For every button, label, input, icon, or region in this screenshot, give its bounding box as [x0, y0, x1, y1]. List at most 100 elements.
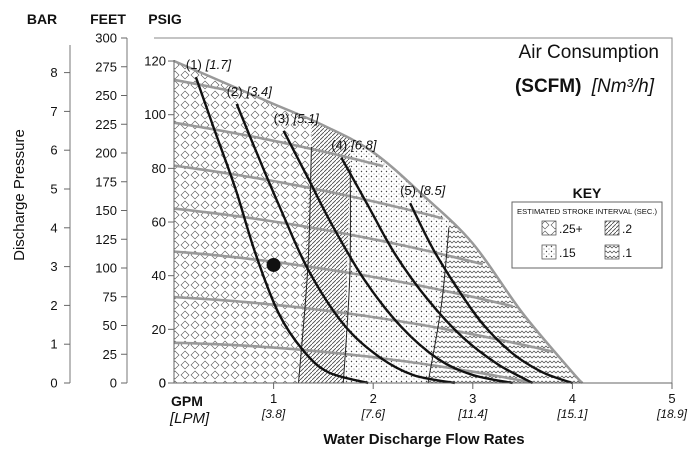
feet-tick-label: 175	[95, 174, 117, 189]
air-curve-label-nm3: [8.5]	[419, 183, 446, 198]
bar-axis-ticks: 0 1 2 3 4 5 6 7 8	[50, 65, 70, 391]
air-curve-label-2: (2) [3.4]	[227, 84, 273, 99]
x-tick-label: 4	[569, 391, 576, 406]
air-curve-5	[409, 202, 573, 385]
feet-tick-label: 200	[95, 146, 117, 161]
pressure-curve-2	[173, 121, 384, 168]
psig-tick-label: 0	[159, 376, 166, 391]
band-0-15-sec	[343, 61, 449, 383]
key-swatch-diagonal	[604, 220, 620, 236]
psig-tick-label: 120	[144, 54, 166, 69]
stroke-dividers	[298, 146, 450, 384]
bar-tick-label: 4	[50, 220, 57, 235]
chart-title: Air Consumption	[519, 42, 659, 63]
x-axis-title: Water Discharge Flow Rates	[323, 431, 524, 448]
bar-axis-header: BAR	[27, 11, 57, 27]
key-label-15: .15	[559, 246, 576, 260]
feet-tick-label: 150	[95, 203, 117, 218]
band-0-2-sec	[298, 61, 351, 383]
x-tick-sublabel: [15.1]	[556, 407, 588, 421]
x-tick-label: 2	[370, 391, 377, 406]
air-curve-label-num: (4)	[331, 138, 347, 153]
feet-axis-ticks: 0 25 50 75 100 125 150 175 200 225 250 275 300	[95, 31, 127, 391]
air-curve-label-nm3: [1.7]	[205, 57, 232, 72]
key-label-1: .1	[622, 246, 632, 260]
x-tick-sublabel: [11.4]	[457, 407, 488, 421]
bar-tick-label: 7	[50, 104, 57, 119]
stroke-divider-3	[427, 227, 450, 384]
feet-tick-label: 225	[95, 117, 117, 132]
air-curve-label-nm3: [3.4]	[246, 84, 273, 99]
chart-subtitle-italic: [Nm³/h]	[591, 76, 655, 97]
psig-tick-label: 60	[152, 215, 166, 230]
x-axis-ticks: 0 1[3.8] 2[7.6] 3[11.4] 4[15.1] 5[18.9]	[159, 376, 688, 422]
bar-tick-label: 3	[50, 259, 57, 274]
pressure-curve-3	[173, 164, 444, 220]
bar-tick-label: 2	[50, 298, 57, 313]
chart-subtitle: (SCFM) [Nm³/h]	[515, 76, 655, 97]
psig-tick-label: 40	[152, 268, 166, 283]
air-curve-label-5: (5) [8.5]	[400, 183, 446, 198]
psig-tick-label: 80	[152, 161, 166, 176]
bar-tick-label: 1	[50, 337, 57, 352]
x-tick-label: 1	[270, 391, 277, 406]
feet-tick-label: 50	[103, 318, 117, 333]
psig-tick-label: 20	[152, 322, 166, 337]
feet-tick-label: 75	[103, 289, 117, 304]
air-curve-label-1: (1) [1.7]	[186, 57, 232, 72]
stroke-divider-2	[342, 168, 351, 384]
feet-axis-header: FEET	[90, 11, 126, 27]
x-tick-sublabel: [7.6]	[361, 407, 386, 421]
feet-tick-label: 100	[95, 261, 117, 276]
feet-tick-label: 125	[95, 232, 117, 247]
pressure-curve-5	[173, 250, 513, 308]
psig-axis-ticks: 0 20 40 60 80 100 120	[144, 54, 174, 391]
x-tick-sublabel: [18.9]	[656, 407, 688, 421]
x-unit-gpm: GPM	[171, 393, 203, 409]
legend-key: KEY ESTIMATED STROKE INTERVAL (SEC.) .25…	[511, 185, 663, 269]
pressure-curve-4	[173, 207, 484, 266]
psig-axis-header: PSIG	[148, 11, 182, 27]
air-curve-label-num: (3)	[274, 111, 290, 126]
air-consumption-curves: (1) [1.7] (2) [3.4](3) [5.1] (4) [6.8] (5) [8.5]	[186, 57, 573, 385]
air-curve-label-nm3: [5.1]	[292, 111, 319, 126]
air-curve-label-4: (4) [6.8]	[331, 138, 377, 153]
key-swatch-dots	[541, 244, 557, 260]
air-curve-label-num: (5)	[400, 183, 416, 198]
x-tick-label: 3	[469, 391, 476, 406]
operating-point-marker	[266, 257, 281, 272]
feet-tick-label: 300	[95, 31, 117, 46]
air-curve-3	[282, 130, 513, 385]
pressure-curve-6	[173, 295, 553, 353]
air-curve-label-nm3: [6.8]	[350, 138, 377, 153]
bar-tick-label: 5	[50, 182, 57, 197]
x-tick-label: 5	[668, 391, 675, 406]
key-title: KEY	[573, 185, 602, 201]
bar-tick-label: 6	[50, 143, 57, 158]
feet-tick-label: 0	[110, 376, 117, 391]
air-curve-1	[194, 76, 369, 385]
air-curve-2	[235, 103, 456, 385]
x-tick-sublabel: [3.8]	[261, 407, 286, 421]
x-unit-lpm: [LPM]	[169, 410, 210, 427]
air-curve-label-num: (1)	[186, 57, 202, 72]
pressure-curve-7	[173, 341, 533, 384]
pressure-curve-1	[173, 78, 235, 93]
air-curve-label-num: (2)	[227, 84, 243, 99]
air-curve-label-3: (3) [5.1]	[274, 111, 320, 126]
feet-tick-label: 250	[95, 88, 117, 103]
envelope-outline	[173, 59, 584, 384]
air-curve-4	[340, 157, 534, 385]
key-box	[511, 201, 663, 269]
feet-tick-label: 275	[95, 59, 117, 74]
chart-subtitle-bold: (SCFM)	[515, 76, 581, 97]
key-swatch-diamond	[541, 220, 557, 236]
key-label-2: .2	[622, 222, 632, 236]
y-axis-title: Discharge Pressure	[11, 129, 28, 261]
stroke-divider-1	[298, 146, 312, 384]
x-tick-zero: 0	[159, 376, 166, 391]
key-subtitle: ESTIMATED STROKE INTERVAL (SEC.)	[517, 207, 657, 216]
key-label-25: .25+	[559, 222, 583, 236]
bar-tick-label: 8	[50, 65, 57, 80]
feet-tick-label: 25	[103, 347, 117, 362]
